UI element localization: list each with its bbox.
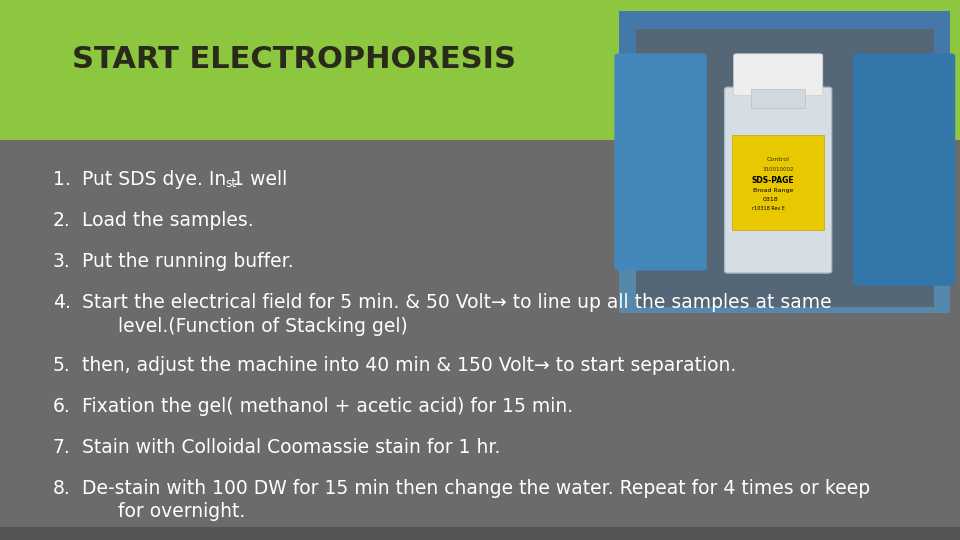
- Text: 3.: 3.: [53, 252, 70, 271]
- Text: Start the electrical field for 5 min. & 50 Volt→ to line up all the samples at s: Start the electrical field for 5 min. & …: [82, 293, 831, 336]
- Text: Put SDS dye. In 1 well: Put SDS dye. In 1 well: [82, 170, 287, 189]
- Bar: [636, 29, 934, 307]
- Text: 0318: 0318: [762, 197, 778, 202]
- Text: 5.: 5.: [53, 356, 70, 375]
- FancyBboxPatch shape: [614, 53, 707, 271]
- Text: 4.: 4.: [53, 293, 71, 312]
- Text: 2.: 2.: [53, 211, 70, 230]
- FancyBboxPatch shape: [751, 90, 805, 107]
- Bar: [619, 11, 950, 313]
- Text: De-stain with 100 DW for 15 min then change the water. Repeat for 4 times or kee: De-stain with 100 DW for 15 min then cha…: [82, 479, 870, 522]
- Text: Fixation the gel( methanol + acetic acid) for 15 min.: Fixation the gel( methanol + acetic acid…: [82, 397, 573, 416]
- Text: then, adjust the machine into 40 min & 150 Volt→ to start separation.: then, adjust the machine into 40 min & 1…: [82, 356, 736, 375]
- Text: Broad Range: Broad Range: [753, 188, 793, 193]
- Text: 6.: 6.: [53, 397, 70, 416]
- Bar: [0, 0, 960, 140]
- Text: 310010002: 310010002: [762, 167, 794, 172]
- Text: 7.: 7.: [53, 438, 70, 457]
- FancyBboxPatch shape: [852, 53, 955, 286]
- Text: Control: Control: [767, 157, 790, 162]
- Text: SDS-PAGE: SDS-PAGE: [752, 176, 795, 185]
- Text: 1.: 1.: [53, 170, 70, 189]
- Text: 8.: 8.: [53, 479, 70, 498]
- Bar: [619, 11, 950, 192]
- Text: Put the running buffer.: Put the running buffer.: [82, 252, 293, 271]
- FancyBboxPatch shape: [733, 54, 823, 96]
- Bar: [0, 0, 960, 24]
- Text: r10318 Rev E: r10318 Rev E: [752, 206, 784, 211]
- Text: st: st: [226, 177, 236, 190]
- Text: Stain with Colloidal Coomassie stain for 1 hr.: Stain with Colloidal Coomassie stain for…: [82, 438, 500, 457]
- FancyBboxPatch shape: [725, 87, 831, 273]
- Bar: [732, 135, 824, 230]
- Text: START ELECTROPHORESIS: START ELECTROPHORESIS: [72, 45, 516, 74]
- Text: Load the samples.: Load the samples.: [82, 211, 253, 230]
- Bar: [0, 526, 960, 540]
